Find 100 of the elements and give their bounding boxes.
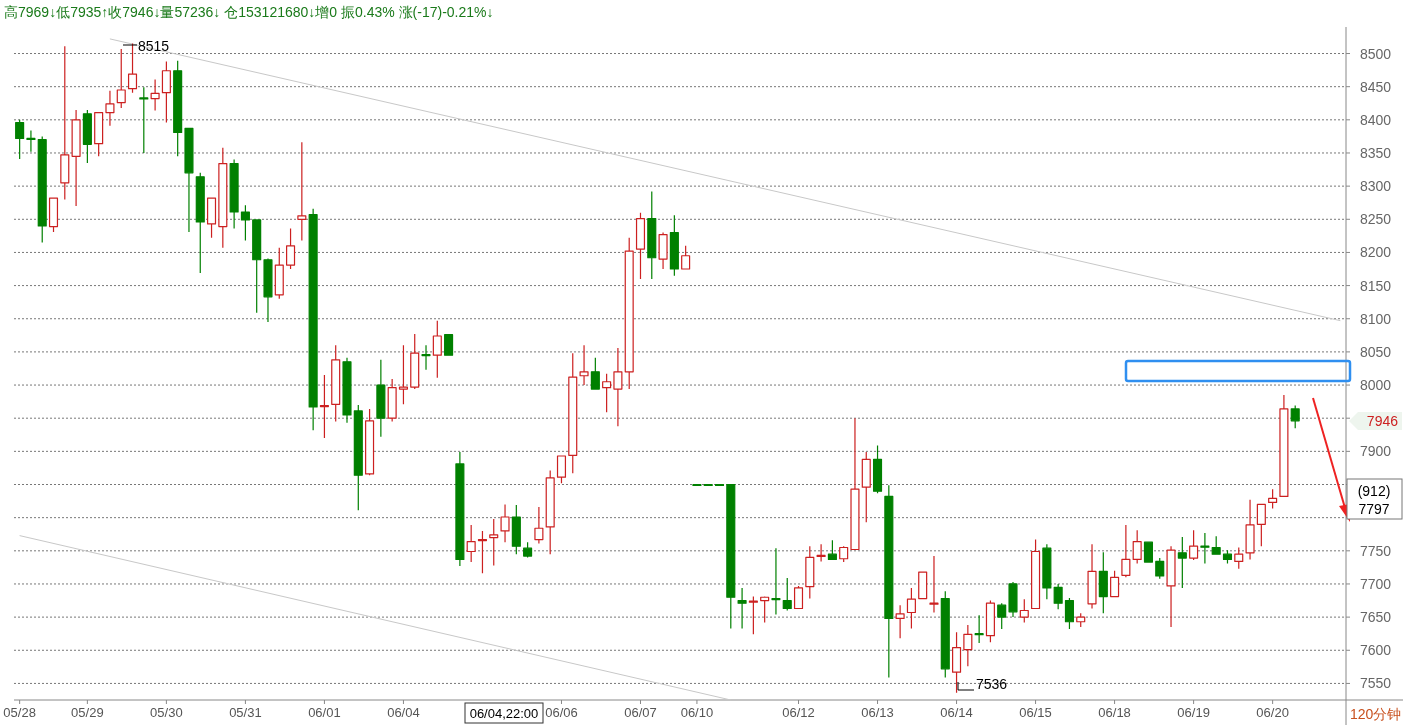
candlestick [760, 595, 770, 624]
candlestick [455, 451, 465, 567]
y-tick-label: 7700 [1360, 575, 1392, 592]
candlestick [861, 451, 871, 523]
candlestick [850, 417, 860, 551]
y-tick-label: 7650 [1360, 609, 1392, 626]
candlestick [195, 172, 205, 274]
annotation: 7536 [976, 676, 1008, 692]
x-tick-label: 06/13 [861, 705, 894, 720]
text: 7946 [1366, 413, 1399, 429]
candlestick [1177, 536, 1187, 589]
candlestick [940, 590, 950, 679]
candlestick [48, 197, 59, 233]
candlestick [1155, 557, 1165, 580]
candlestick [974, 614, 984, 644]
candlestick [771, 547, 781, 616]
candlestick [82, 109, 92, 164]
candlestick [726, 483, 736, 629]
text: 7797 [1358, 501, 1390, 517]
x-tick-label: 06/18 [1098, 705, 1131, 720]
x-tick-label: 06/19 [1177, 705, 1210, 720]
text: 120分钟 [1350, 706, 1402, 722]
candlestick [353, 404, 363, 511]
candlestick [681, 245, 691, 270]
candlestick [1031, 538, 1041, 610]
candlestick [60, 45, 70, 200]
y-tick-label: 8500 [1360, 45, 1392, 62]
y-tick-label: 7900 [1360, 443, 1392, 460]
candlestick [376, 359, 386, 438]
candlestick [387, 378, 397, 423]
candlestick [963, 624, 973, 667]
candlestick [692, 483, 702, 487]
candlestick [918, 571, 928, 600]
candlestick [793, 585, 804, 610]
candlestick [1143, 541, 1154, 563]
candlestick [523, 541, 533, 559]
candlestick [590, 357, 600, 391]
candlestick [703, 483, 713, 487]
candlestick [1042, 543, 1052, 600]
candlestick [985, 599, 995, 643]
candlestick [286, 227, 296, 270]
candlestick [229, 159, 239, 230]
candlestick [658, 231, 668, 270]
y-tick-label: 8150 [1360, 277, 1392, 294]
candlestick [1110, 570, 1120, 598]
candlestick [466, 524, 476, 563]
y-tick-label: 8000 [1360, 377, 1392, 394]
candlestick [161, 60, 171, 124]
candlestick [1064, 597, 1074, 630]
candlestick [1087, 543, 1097, 610]
candlestick [500, 503, 510, 543]
candlestick [1121, 524, 1131, 578]
candlestick [1132, 529, 1142, 565]
text: (912) [1357, 483, 1391, 499]
x-tick-label: 05/31 [229, 705, 262, 720]
candlestick [263, 257, 273, 323]
candlestick [105, 90, 115, 127]
x-tick-label: 05/29 [71, 705, 104, 720]
candlestick [365, 408, 375, 476]
y-tick-label: 7600 [1360, 642, 1392, 659]
candlestick [929, 555, 939, 614]
candlestick [444, 334, 454, 356]
candlestick [1200, 532, 1210, 565]
y-tick-label: 8200 [1360, 244, 1392, 261]
candlestick [218, 147, 228, 249]
candlestick [1008, 581, 1018, 618]
candlestick [635, 212, 646, 280]
candlestick [342, 357, 352, 424]
y-tick-label: 8450 [1360, 78, 1392, 95]
candlestick [398, 344, 408, 405]
candlestick [173, 60, 183, 157]
x-tick-label: 06/14 [940, 705, 973, 720]
candlestick [872, 444, 883, 494]
candlestick [839, 545, 849, 563]
candlestick [568, 352, 578, 474]
candlestick [906, 587, 916, 629]
candlestick [1211, 535, 1221, 555]
candlestick [579, 344, 589, 386]
candlestick [884, 484, 894, 679]
text: 06/04,22:00 [469, 706, 539, 721]
candlestick [489, 518, 499, 566]
y-tick-label: 7750 [1360, 542, 1392, 559]
y-tick-label: 8350 [1360, 144, 1392, 161]
candlestick [647, 190, 657, 280]
candlestick [410, 333, 420, 390]
candlestick [737, 587, 747, 629]
candlestick [1019, 598, 1029, 624]
candlestick [827, 539, 837, 561]
candlestick [15, 119, 25, 160]
candlestick [997, 602, 1007, 630]
candlestick [714, 483, 725, 487]
candlestick [26, 129, 36, 153]
candlestick [331, 344, 341, 423]
candlestick [545, 469, 555, 555]
x-tick-label: 06/06 [545, 705, 578, 720]
candlestick [1222, 549, 1233, 565]
candlestick [602, 373, 612, 413]
annotation: 8515 [138, 38, 170, 54]
y-tick-label: 8050 [1360, 343, 1392, 360]
candlestick [297, 141, 307, 242]
